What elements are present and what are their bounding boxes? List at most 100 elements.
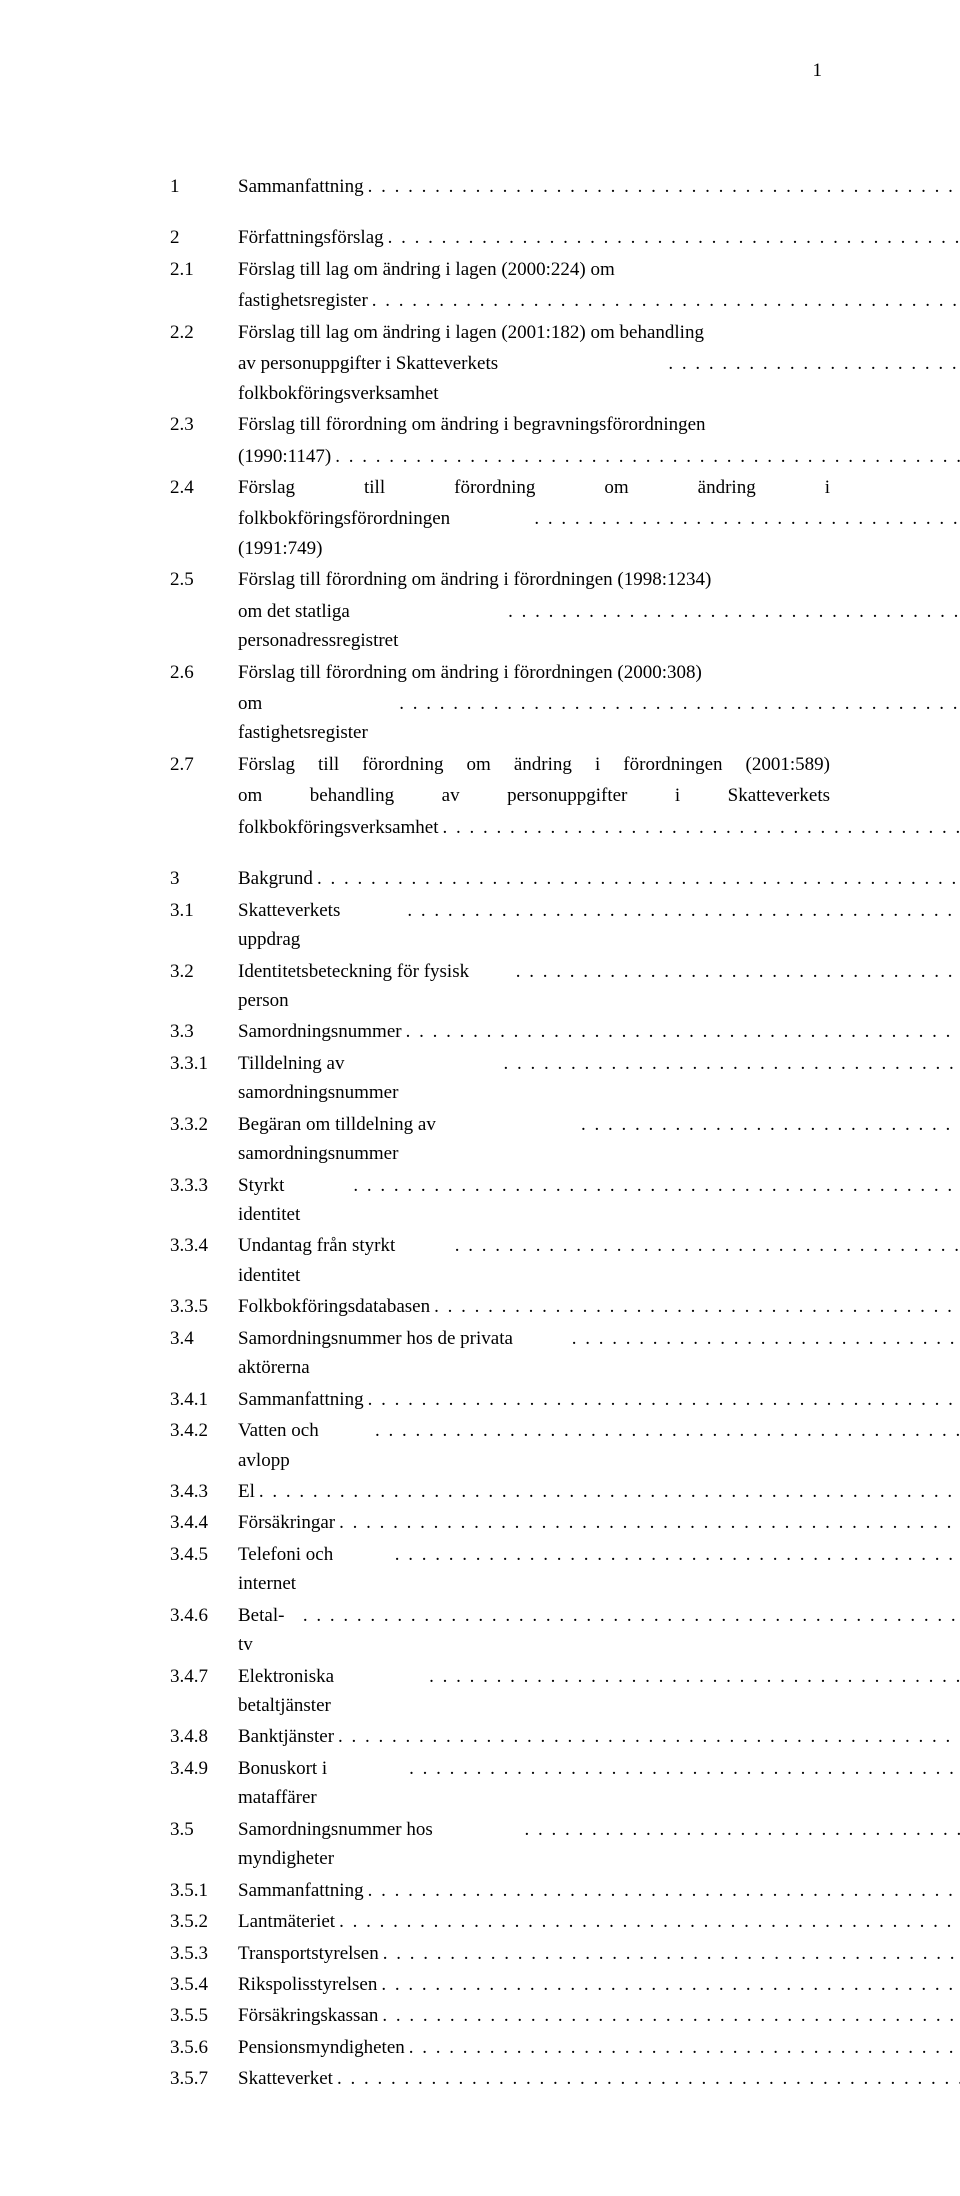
toc-body: Försäkringar. . . . . . . . . . . . . . … (238, 1508, 960, 1537)
toc-leader: . . . . . . . . . . . . . . . . . . . . … (335, 1508, 960, 1537)
toc-title: El (238, 1477, 255, 1506)
toc-body: Förslag till förordning om ändring i (238, 473, 830, 502)
toc-entry: 3.4.6Betal-tv. . . . . . . . . . . . . .… (170, 1601, 830, 1660)
toc-entry-lastline: om det statliga personadressregistret. .… (170, 597, 830, 656)
toc-leader: . . . . . . . . . . . . . . . . . . . . … (395, 689, 960, 718)
toc-entry: 3.3.5Folkbokföringsdatabasen. . . . . . … (170, 1292, 830, 1321)
toc-body: Förslag till lag om ändring i lagen (200… (238, 318, 830, 347)
toc-entry-lastline: (1990:1147). . . . . . . . . . . . . . .… (170, 442, 830, 471)
toc-title: Samordningsnummer hos de privata aktörer… (238, 1324, 568, 1383)
toc-title: Lantmäteriet (238, 1907, 335, 1936)
toc-body: Styrkt identitet. . . . . . . . . . . . … (238, 1171, 960, 1230)
toc-title: Försäkringskassan (238, 2001, 378, 2030)
toc-body: (1990:1147). . . . . . . . . . . . . . .… (238, 442, 960, 471)
toc-title-lastline: folkbokföringsförordningen (1991:749) (238, 504, 530, 563)
page-number-top: 1 (170, 60, 830, 82)
toc-entry: 3.4Samordningsnummer hos de privata aktö… (170, 1324, 830, 1383)
toc-title-lastline: (1990:1147) (238, 442, 331, 471)
toc-leader: . . . . . . . . . . . . . . . . . . . . … (331, 442, 960, 471)
toc-title: Telefoni och internet (238, 1540, 391, 1599)
toc-body: El. . . . . . . . . . . . . . . . . . . … (238, 1477, 960, 1506)
toc-leader: . . . . . . . . . . . . . . . . . . . . … (405, 2033, 960, 2062)
toc-title: Försäkringar (238, 1508, 335, 1537)
toc-title: Förslag till lag om ändring i lagen (200… (238, 255, 830, 284)
toc-entry: 3.4.7Elektroniska betaltjänster. . . . .… (170, 1662, 830, 1721)
toc-number: 2.3 (170, 410, 238, 439)
toc-title-lastline: om det statliga personadressregistret (238, 597, 504, 656)
toc-title-lastline: om fastighetsregister (238, 689, 395, 748)
toc-block: 1Sammanfattning. . . . . . . . . . . . .… (170, 172, 830, 201)
toc-title: Tilldelning av samordningsnummer (238, 1049, 499, 1108)
toc-title: Bonuskort i mataffärer (238, 1754, 405, 1813)
toc-title-continuation: om behandling av personuppgifter i Skatt… (238, 781, 830, 810)
toc-leader: . . . . . . . . . . . . . . . . . . . . … (384, 223, 960, 252)
toc-number: 3.5.5 (170, 2001, 238, 2030)
toc-title: Skatteverket (238, 2064, 333, 2093)
toc-leader: . . . . . . . . . . . . . . . . . . . . … (530, 504, 960, 533)
toc-number: 3.2 (170, 957, 238, 986)
toc-leader: . . . . . . . . . . . . . . . . . . . . … (349, 1171, 960, 1200)
toc-number: 3.3.2 (170, 1110, 238, 1139)
toc-entry: 2.2Förslag till lag om ändring i lagen (… (170, 318, 830, 347)
toc-leader: . . . . . . . . . . . . . . . . . . . . … (377, 1970, 960, 1999)
toc-entry: 2.3Förslag till förordning om ändring i … (170, 410, 830, 439)
toc-title: Bakgrund (238, 864, 313, 893)
toc-entry: 3.3.3Styrkt identitet. . . . . . . . . .… (170, 1171, 830, 1230)
toc-number: 3.5.3 (170, 1939, 238, 1968)
toc-title: Förslag till förordning om ändring i för… (238, 750, 830, 779)
toc-entry-lastline: av personuppgifter i Skatteverkets folkb… (170, 349, 830, 408)
toc-entry-lastline: folkbokföringsförordningen (1991:749). .… (170, 504, 830, 563)
toc-title: Folkbokföringsdatabasen (238, 1292, 430, 1321)
toc-entry: 3.5Samordningsnummer hos myndigheter. . … (170, 1815, 830, 1874)
toc-title: Vatten och avlopp (238, 1416, 371, 1475)
toc-entry: 2.4Förslag till förordning om ändring i (170, 473, 830, 502)
toc-entry: 3Bakgrund. . . . . . . . . . . . . . . .… (170, 864, 830, 893)
toc-body: Lantmäteriet. . . . . . . . . . . . . . … (238, 1907, 960, 1936)
toc-number: 2.4 (170, 473, 238, 502)
toc-title: Förslag till lag om ändring i lagen (200… (238, 318, 830, 347)
toc-title: Sammanfattning (238, 172, 364, 201)
toc-leader: . . . . . . . . . . . . . . . . . . . . … (439, 813, 960, 842)
toc-leader: . . . . . . . . . . . . . . . . . . . . … (391, 1540, 960, 1569)
toc-leader: . . . . . . . . . . . . . . . . . . . . … (255, 1477, 960, 1506)
toc-number: 3.5.7 (170, 2064, 238, 2093)
toc-entry: 3.4.9Bonuskort i mataffärer. . . . . . .… (170, 1754, 830, 1813)
toc-body: om behandling av personuppgifter i Skatt… (238, 781, 830, 810)
toc-entry: 2.6Förslag till förordning om ändring i … (170, 658, 830, 687)
toc-entry: 1Sammanfattning. . . . . . . . . . . . .… (170, 172, 830, 201)
toc-body: Tilldelning av samordningsnummer. . . . … (238, 1049, 960, 1108)
toc-entry: 2.1Förslag till lag om ändring i lagen (… (170, 255, 830, 284)
toc-body: Bonuskort i mataffärer. . . . . . . . . … (238, 1754, 960, 1813)
toc-title: Styrkt identitet (238, 1171, 349, 1230)
toc-leader: . . . . . . . . . . . . . . . . . . . . … (333, 2064, 960, 2093)
toc-leader: . . . . . . . . . . . . . . . . . . . . … (403, 896, 960, 925)
toc-body: Pensionsmyndigheten. . . . . . . . . . .… (238, 2033, 960, 2062)
toc-leader: . . . . . . . . . . . . . . . . . . . . … (299, 1601, 960, 1630)
toc-leader: . . . . . . . . . . . . . . . . . . . . … (378, 2001, 960, 2030)
toc-body: Skatteverket. . . . . . . . . . . . . . … (238, 2064, 960, 2093)
toc-title: Banktjänster (238, 1722, 334, 1751)
toc-title: Betal-tv (238, 1601, 299, 1660)
toc-entry: 3.4.1Sammanfattning. . . . . . . . . . .… (170, 1385, 830, 1414)
toc-title: Förslag till förordning om ändring i beg… (238, 410, 830, 439)
toc-body: folkbokföringsförordningen (1991:749). .… (238, 504, 960, 563)
toc-leader: . . . . . . . . . . . . . . . . . . . . … (405, 1754, 960, 1783)
toc-title: Förslag till förordning om ändring i (238, 473, 830, 502)
toc-body: Skatteverkets uppdrag. . . . . . . . . .… (238, 896, 960, 955)
toc-title: Elektroniska betaltjänster (238, 1662, 425, 1721)
toc-leader: . . . . . . . . . . . . . . . . . . . . … (430, 1292, 960, 1321)
toc-entry: 3.3.4Undantag från styrkt identitet. . .… (170, 1231, 830, 1290)
toc-entry: 3.3.2Begäran om tilldelning av samordnin… (170, 1110, 830, 1169)
toc-number: 3.4.9 (170, 1754, 238, 1783)
toc-number: 2.1 (170, 255, 238, 284)
toc-number: 3.4.6 (170, 1601, 238, 1630)
toc-number: 3.4 (170, 1324, 238, 1353)
toc-body: Samordningsnummer hos myndigheter. . . .… (238, 1815, 960, 1874)
toc-number: 3.3.3 (170, 1171, 238, 1200)
toc-title: Förslag till förordning om ändring i för… (238, 658, 830, 687)
toc-leader: . . . . . . . . . . . . . . . . . . . . … (520, 1815, 960, 1844)
toc-leader: . . . . . . . . . . . . . . . . . . . . … (577, 1110, 960, 1139)
toc-entry: 2Författningsförslag. . . . . . . . . . … (170, 223, 830, 252)
toc-entry-lastline: folkbokföringsverksamhet. . . . . . . . … (170, 813, 830, 842)
toc-leader: . . . . . . . . . . . . . . . . . . . . … (364, 1385, 960, 1414)
